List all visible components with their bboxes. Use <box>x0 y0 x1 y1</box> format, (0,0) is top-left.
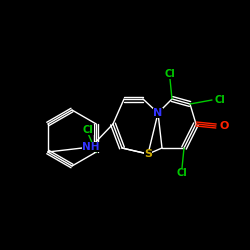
Text: Cl: Cl <box>176 168 188 178</box>
Text: Cl: Cl <box>214 95 226 105</box>
Text: S: S <box>144 149 152 159</box>
Text: Cl: Cl <box>164 69 175 79</box>
Text: O: O <box>219 121 229 131</box>
Text: NH: NH <box>82 142 100 152</box>
Text: Cl: Cl <box>83 125 94 135</box>
Text: N: N <box>154 108 162 118</box>
